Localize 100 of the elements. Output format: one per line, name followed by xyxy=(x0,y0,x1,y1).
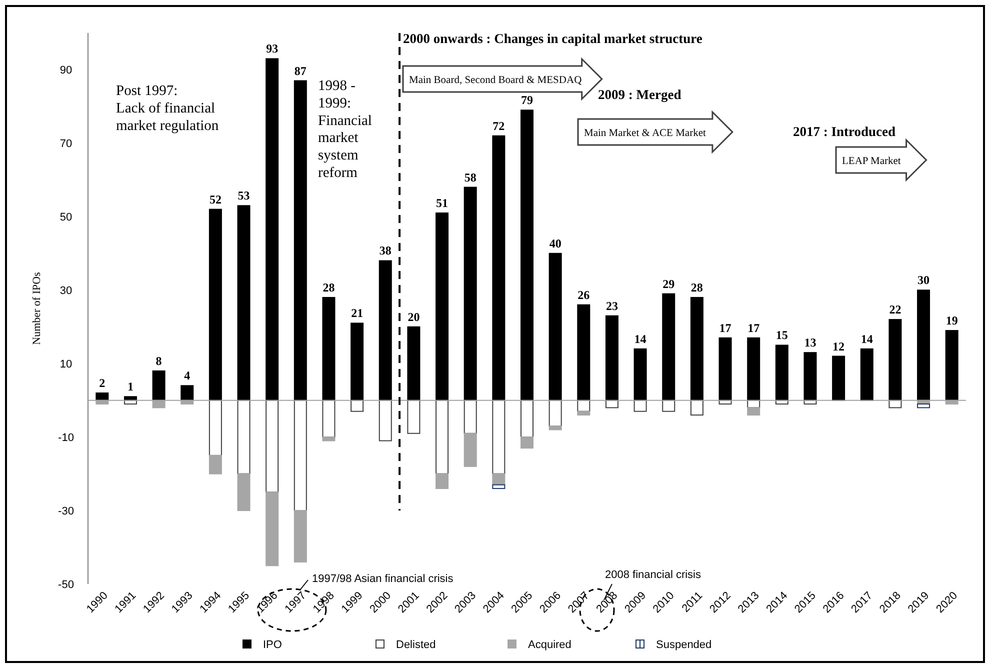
bar xyxy=(436,212,449,401)
bar xyxy=(775,344,788,401)
annotation: 2009 : Merged xyxy=(598,87,682,102)
bar xyxy=(152,370,166,401)
data-label: 4 xyxy=(184,368,190,383)
annotation: 1997/98 Asian financial crisis xyxy=(312,573,454,585)
bar xyxy=(266,58,279,401)
bar xyxy=(407,326,420,401)
bar xyxy=(378,260,392,401)
y-tick-label: -10 xyxy=(58,432,74,444)
bar xyxy=(237,473,250,512)
data-label: 28 xyxy=(690,280,703,294)
bar xyxy=(832,356,846,401)
annotation: 2008 financial crisis xyxy=(605,569,702,581)
legend-label: Suspended xyxy=(656,639,712,651)
bar xyxy=(634,400,647,412)
data-label: 53 xyxy=(238,188,250,203)
bar xyxy=(237,400,250,474)
bar xyxy=(436,473,449,489)
annotation: Post 1997: Lack of financial market regulation xyxy=(116,83,220,134)
bar xyxy=(208,208,222,401)
bar xyxy=(718,337,732,401)
bar xyxy=(96,392,109,401)
y-tick-label: 50 xyxy=(60,212,72,224)
y-tick-label: 90 xyxy=(60,64,72,77)
data-label: 13 xyxy=(804,336,816,350)
bar xyxy=(577,304,590,401)
bar xyxy=(294,510,307,562)
y-tick-label: 30 xyxy=(60,285,72,298)
bar xyxy=(492,473,506,486)
bar xyxy=(662,400,676,412)
data-label: 23 xyxy=(606,298,618,313)
bar xyxy=(180,385,194,401)
annotation: Main Board, Second Board & MESDAQ xyxy=(409,75,582,86)
bar xyxy=(464,400,477,434)
data-label: 26 xyxy=(578,288,590,302)
bar xyxy=(690,296,704,401)
bar xyxy=(662,293,676,401)
data-label: 72 xyxy=(492,118,505,133)
legend-label: Delisted xyxy=(396,639,436,651)
data-label: 21 xyxy=(351,306,364,320)
bar xyxy=(917,404,930,408)
data-label: 19 xyxy=(946,314,958,328)
bar xyxy=(577,410,590,416)
data-label: 15 xyxy=(776,328,788,342)
legend-label: IPO xyxy=(263,639,282,651)
bar xyxy=(350,400,364,412)
y-tick-label: 10 xyxy=(60,358,72,371)
bar xyxy=(266,400,279,493)
bar xyxy=(548,252,562,401)
bar xyxy=(605,315,618,401)
bar xyxy=(407,400,420,434)
bar xyxy=(464,432,477,467)
bar xyxy=(634,348,647,401)
legend-label: Acquired xyxy=(528,639,572,651)
bar xyxy=(208,400,222,456)
data-label: 38 xyxy=(379,244,392,258)
data-label: 12 xyxy=(832,339,845,354)
bar xyxy=(322,296,336,401)
data-label: 17 xyxy=(719,320,732,335)
data-label: 29 xyxy=(662,276,675,291)
data-label: 58 xyxy=(464,170,476,184)
bar xyxy=(492,135,506,401)
bar xyxy=(520,400,534,438)
data-label: 1 xyxy=(127,380,134,394)
data-label: 52 xyxy=(209,192,222,206)
annotation: LEAP Market xyxy=(842,156,901,167)
bar xyxy=(350,322,364,401)
data-label: 28 xyxy=(322,280,335,294)
data-label: 87 xyxy=(294,64,306,78)
data-label: 79 xyxy=(521,93,533,108)
data-label: 14 xyxy=(634,332,646,346)
data-label: 2 xyxy=(99,376,106,390)
bar xyxy=(860,348,874,401)
data-label: 8 xyxy=(156,354,162,368)
bar xyxy=(520,436,534,449)
bar xyxy=(888,319,902,401)
bar xyxy=(266,492,279,566)
y-tick-label: -30 xyxy=(58,506,74,518)
annotation: 2017 : Introduced xyxy=(793,124,896,139)
annotation: 2000 onwards : Changes in capital market structure xyxy=(403,31,702,46)
data-label: 30 xyxy=(918,273,930,288)
bar xyxy=(208,454,222,474)
bar xyxy=(804,352,817,401)
bar xyxy=(917,290,930,401)
data-label: 22 xyxy=(889,302,902,317)
bar xyxy=(322,400,336,438)
bar xyxy=(294,80,307,401)
bar xyxy=(436,400,449,474)
bar xyxy=(378,400,392,442)
data-label: 14 xyxy=(860,332,873,346)
y-tick-label: -50 xyxy=(58,579,74,591)
bar xyxy=(464,186,477,401)
bar xyxy=(747,407,760,416)
bar xyxy=(492,484,506,489)
bar xyxy=(322,436,336,442)
bar xyxy=(690,400,704,416)
bar xyxy=(520,110,534,401)
bar xyxy=(492,400,506,474)
data-label: 51 xyxy=(436,196,448,210)
